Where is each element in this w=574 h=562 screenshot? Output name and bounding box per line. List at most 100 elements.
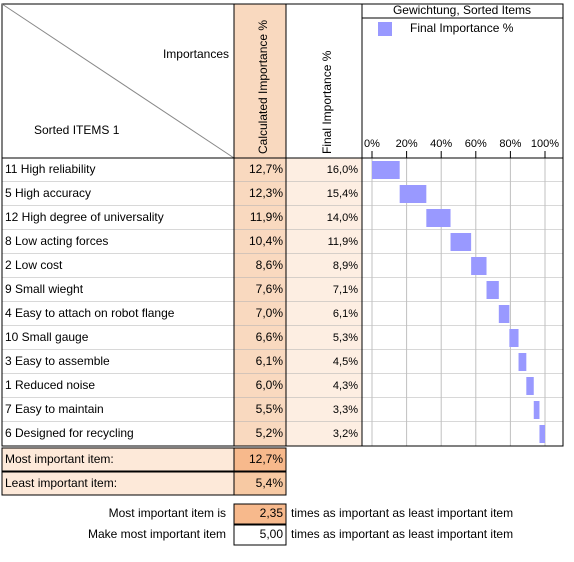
chart-title: Gewichtung, Sorted Items <box>393 3 531 17</box>
bar <box>450 233 472 251</box>
column-header: Final Importance % <box>320 50 334 154</box>
final-value: 11,9% <box>328 236 359 248</box>
row-label: 6 Designed for recycling <box>5 426 134 440</box>
calc-cell <box>234 254 286 278</box>
row-label: 3 Easy to assemble <box>5 354 110 368</box>
bar <box>486 281 499 299</box>
calc-value: 7,6% <box>256 282 284 296</box>
final-cell <box>286 422 362 446</box>
calc-value: 12,3% <box>249 186 283 200</box>
ratio-value: 2,35 <box>260 506 284 520</box>
calc-cell <box>234 182 286 206</box>
plot-row <box>362 302 563 326</box>
final-value: 4,3% <box>333 380 358 392</box>
plot-row <box>362 422 563 446</box>
calc-header-bg <box>234 4 286 158</box>
final-value: 7,1% <box>333 284 358 296</box>
calc-cell <box>234 422 286 446</box>
target-suffix: times as important as least important it… <box>291 527 513 541</box>
row-bg <box>2 230 234 254</box>
ratio-label: Most important item is <box>109 506 226 520</box>
final-cell <box>286 182 362 206</box>
final-cell <box>286 254 362 278</box>
x-tick-label: 0% <box>364 138 380 150</box>
calc-cell <box>234 350 286 374</box>
summary-label: Least important item: <box>5 476 117 490</box>
legend-swatch <box>378 22 392 36</box>
calc-value: 6,6% <box>256 330 284 344</box>
final-cell <box>286 374 362 398</box>
row-label: 1 Reduced noise <box>5 378 95 392</box>
plot-row <box>362 278 563 302</box>
row-bg <box>2 350 234 374</box>
calc-value: 5,5% <box>256 402 284 416</box>
bar <box>498 305 510 323</box>
final-cell <box>286 302 362 326</box>
row-label: 10 Small gauge <box>5 330 89 344</box>
row-label: 11 High reliability <box>5 162 96 176</box>
summary-value: 12,7% <box>249 452 283 466</box>
calc-value: 11,9% <box>250 210 283 224</box>
row-bg <box>2 278 234 302</box>
legend-label: Final Importance % <box>410 21 514 35</box>
bar <box>539 425 545 443</box>
x-tick-label: 40% <box>430 138 452 150</box>
summary-value-cell <box>233 471 287 496</box>
calc-value: 10,4% <box>249 234 283 248</box>
summary-value: 5,4% <box>256 476 284 490</box>
calc-cell <box>234 278 286 302</box>
final-cell <box>286 230 362 254</box>
target-value: 5,00 <box>260 527 284 541</box>
row-label: 5 High accuracy <box>5 186 91 200</box>
column-header: Calculated Importance % <box>256 20 270 154</box>
calc-value: 12,7% <box>249 162 283 176</box>
plot-row <box>362 254 563 278</box>
final-value: 3,3% <box>333 404 358 416</box>
final-cell <box>286 158 362 182</box>
target-input[interactable] <box>233 524 287 546</box>
row-bg <box>2 254 234 278</box>
calc-cell <box>234 326 286 350</box>
calc-value: 8,6% <box>256 258 284 272</box>
final-value: 8,9% <box>333 260 358 272</box>
bar <box>471 257 487 275</box>
bar <box>399 185 427 203</box>
row-bg <box>2 398 234 422</box>
row-bg <box>2 302 234 326</box>
final-cell <box>286 206 362 230</box>
final-cell <box>286 278 362 302</box>
final-value: 16,0% <box>327 164 358 176</box>
plot-row <box>362 206 563 230</box>
plot-row <box>362 398 563 422</box>
row-label: 8 Low acting forces <box>5 234 108 248</box>
row-label: 7 Easy to maintain <box>5 402 104 416</box>
final-value: 14,0% <box>327 212 358 224</box>
calc-value: 6,0% <box>256 378 284 392</box>
x-tick-label: 20% <box>396 138 418 150</box>
final-cell <box>286 350 362 374</box>
ratio-suffix: times as important as least important it… <box>291 506 513 520</box>
corner-label: Importances <box>163 47 229 61</box>
corner-diagonal <box>1 3 235 159</box>
final-value: 5,3% <box>333 332 358 344</box>
table-frame <box>1 157 564 447</box>
final-cell <box>286 326 362 350</box>
calc-cell <box>234 158 286 182</box>
calc-cell <box>234 302 286 326</box>
row-bg <box>2 182 234 206</box>
row-label: 9 Small wieght <box>5 282 84 296</box>
calc-cell <box>234 398 286 422</box>
x-tick-label: 100% <box>531 138 559 150</box>
bar <box>372 161 400 179</box>
row-label: 12 High degree of universality <box>5 210 164 224</box>
summary-value-cell <box>233 447 287 472</box>
target-label: Make most important item <box>88 527 226 541</box>
summary-label: Most important item: <box>5 452 114 466</box>
ratio-cell <box>233 503 287 525</box>
bar <box>526 377 534 395</box>
x-tick-label: 80% <box>499 138 521 150</box>
row-label: 2 Low cost <box>5 258 63 272</box>
row-bg <box>2 422 234 446</box>
final-value: 4,5% <box>333 356 358 368</box>
